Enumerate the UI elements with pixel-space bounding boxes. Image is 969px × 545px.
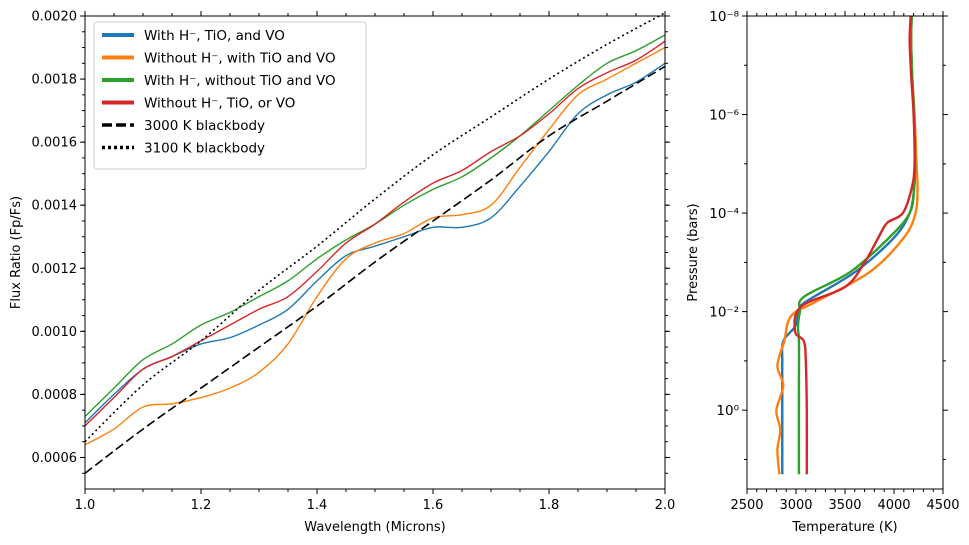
pt-profile-line-2 xyxy=(775,15,919,475)
pt-x-tick-label: 4000 xyxy=(877,498,910,513)
flux-x-tick-label: 2.0 xyxy=(655,498,676,513)
flux-y-axis-label: Flux Ratio (Fp/Fs) xyxy=(9,196,24,309)
flux-series-line-5 xyxy=(84,65,666,474)
flux-series-group xyxy=(84,12,666,474)
flux-x-axis-label: Wavelength (Microns) xyxy=(304,520,445,535)
pt-profile-line-4 xyxy=(793,15,916,475)
pt-y-axis-label: Pressure (bars) xyxy=(686,203,701,301)
legend-entry-label: 3000 K blackbody xyxy=(144,118,265,134)
flux-y-tick-label: 0.0018 xyxy=(32,73,78,88)
flux-x-tick-label: 1.6 xyxy=(423,498,444,513)
flux-y-tick-label: 0.0010 xyxy=(32,325,78,340)
flux-series-line-4 xyxy=(84,40,666,427)
flux-x-tick-label: 1.2 xyxy=(191,498,212,513)
pt-x-axis-label: Temperature (K) xyxy=(791,520,897,535)
legend-box xyxy=(93,21,367,170)
pt-y-tick-label: 10⁻² xyxy=(709,305,739,321)
pt-x-tick-label: 3000 xyxy=(779,498,812,513)
legend-entry-label: With H⁻, without TiO and VO xyxy=(144,73,336,89)
flux-y-tick-label: 0.0006 xyxy=(32,451,78,466)
flux-x-tick-label: 1.0 xyxy=(75,498,96,513)
legend-entry-label: Without H⁻, with TiO and VO xyxy=(144,51,336,67)
legend: With H⁻, TiO, and VO Without H⁻, with TiO… xyxy=(93,21,367,170)
flux-y-tick-label: 0.0008 xyxy=(32,388,78,403)
pt-series-group xyxy=(775,15,919,475)
pt-x-tick-label: 3500 xyxy=(828,498,861,513)
pt-y-tick-label: 10⁰ xyxy=(716,403,739,419)
flux-y-tick-label: 0.0020 xyxy=(32,10,78,25)
pt-profile-line-1 xyxy=(780,15,917,475)
pt-y-tick-label: 10⁻⁶ xyxy=(709,108,739,124)
flux-y-tick-label: 0.0014 xyxy=(32,199,78,214)
pt-x-tick-label: 2500 xyxy=(730,498,763,513)
pt-axis-ticks: 2500 3000 3500 4000 4500 10⁰ 10⁻² 10⁻⁴ 10⁻⁶ 10⁻⁸ xyxy=(709,9,959,513)
pressure-temperature-plot: 2500 3000 3500 4000 450010⁰10⁻²10⁻⁴10⁻⁶10⁻⁸ … xyxy=(686,9,960,535)
flux-axis-ticks: 1.0 1.2 1.4 1.6 1.8 2.0 0.0006 0.0008 0.0010 0.00… xyxy=(32,10,676,514)
flux-x-tick-label: 1.8 xyxy=(539,498,560,513)
legend-entry-label: 3100 K blackbody xyxy=(144,141,265,157)
flux-x-tick-label: 1.4 xyxy=(307,498,328,513)
pt-y-tick-label: 10⁻⁸ xyxy=(709,9,739,25)
flux-y-tick-label: 0.0012 xyxy=(32,262,78,277)
flux-ratio-plot: 1.0 1.2 1.4 1.6 1.8 2.0 0.0006 0.0008 0.0010 0.00… xyxy=(9,10,675,536)
pt-y-tick-label: 10⁻⁴ xyxy=(709,206,739,222)
legend-entry-label: With H⁻, TiO, and VO xyxy=(144,28,285,44)
legend-entry-label: Without H⁻, TiO, or VO xyxy=(144,96,295,112)
flux-series-line-6 xyxy=(84,12,666,443)
flux-y-tick-label: 0.0016 xyxy=(32,136,78,151)
pt-x-tick-label: 4500 xyxy=(926,498,959,513)
